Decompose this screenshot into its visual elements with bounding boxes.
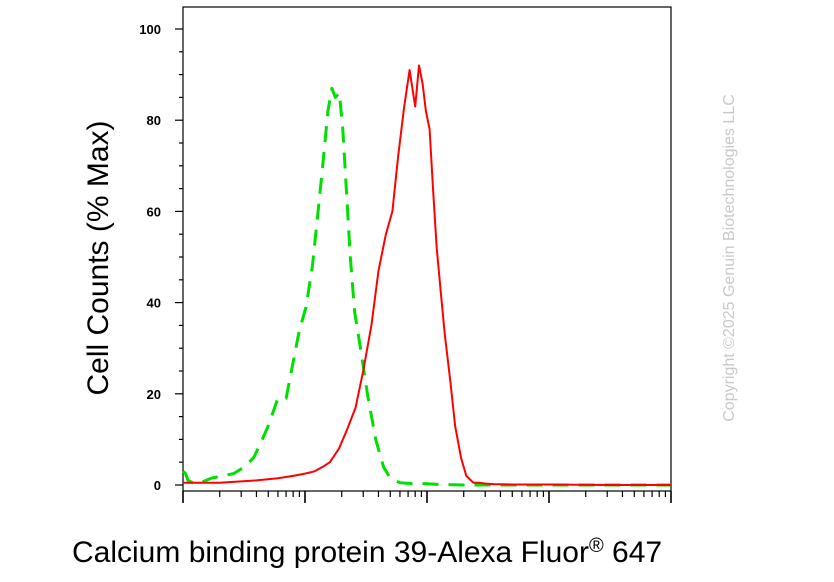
series-line-green-dashed [182,86,671,487]
x-axis-label-suffix: 647 [604,536,662,569]
series-group [182,64,671,487]
y-tick-label: 60 [147,204,161,219]
y-axis-label: Cell Counts (% Max) [82,120,115,395]
y-tick-label: 0 [154,478,161,493]
x-axis-label-main: Calcium binding protein 39-Alexa Fluor [72,536,589,569]
y-tick-label: 20 [147,387,161,402]
plot-frame [182,6,672,492]
x-axis-label: Calcium binding protein 39-Alexa Fluor® … [72,535,662,569]
y-tick-label: 40 [147,296,161,311]
plot-frame-group [182,6,672,492]
x-axis [182,491,672,503]
y-tick-label: 100 [139,22,161,37]
series-line-red-solid [183,64,671,486]
x-axis-label-superscript: ® [589,535,604,557]
y-tick-label: 80 [147,113,161,128]
copyright-watermark: Copyright ©2025 Genuin Biotechnologies L… [721,94,738,422]
y-axis: 0 20 40 60 80 100 [139,22,183,493]
